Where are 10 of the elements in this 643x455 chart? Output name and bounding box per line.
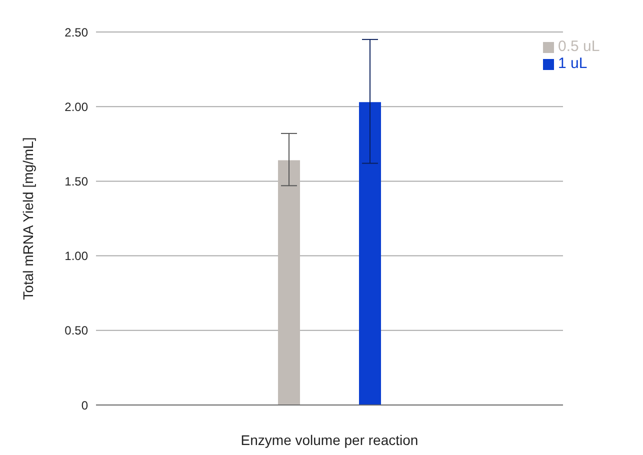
legend-label: 0.5 uL xyxy=(558,38,600,55)
x-axis-title: Enzyme volume per reaction xyxy=(240,432,418,448)
y-tick-label: 1.50 xyxy=(64,174,88,188)
y-tick-label: 1.00 xyxy=(64,249,88,264)
legend-label: 1 uL xyxy=(558,55,588,72)
y-tick-label: 2.00 xyxy=(64,100,88,114)
y-axis-title: Total mRNA Yield [mg/mL] xyxy=(20,137,36,300)
y-tick-label: 2.50 xyxy=(64,25,88,40)
y-tick-label: 0.50 xyxy=(64,324,88,338)
y-tick-label: 0 xyxy=(81,398,88,412)
